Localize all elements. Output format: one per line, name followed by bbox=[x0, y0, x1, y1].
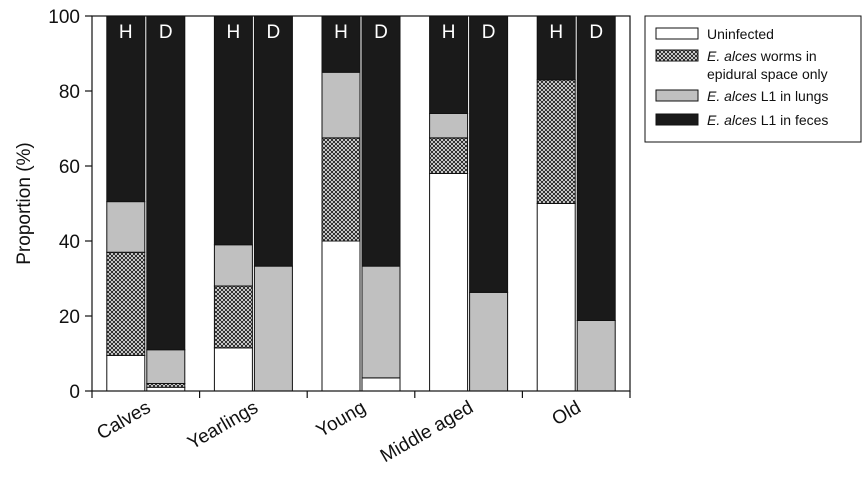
bar-segment-epidural bbox=[146, 383, 186, 388]
bar-segment-epidural bbox=[106, 251, 146, 356]
bar-segment-lungs bbox=[213, 244, 253, 287]
bar-segment-feces bbox=[321, 15, 361, 73]
bar-segment-feces bbox=[146, 15, 186, 351]
bar-label-D: D bbox=[267, 22, 281, 43]
legend-label-epidural: E. alces worms in bbox=[707, 48, 817, 64]
y-tick-label: 0 bbox=[69, 382, 80, 403]
bar-segment-lungs bbox=[253, 265, 293, 392]
bar-segment-lungs bbox=[429, 113, 469, 139]
bar-label-D: D bbox=[482, 22, 496, 43]
legend-label-lungs: E. alces L1 in lungs bbox=[707, 88, 828, 104]
plot-frame bbox=[91, 15, 631, 392]
bar-segment-feces bbox=[536, 15, 576, 81]
bar-label-D: D bbox=[374, 22, 388, 43]
bar-label-D: D bbox=[159, 22, 173, 43]
y-axis-title: Proportion (%) bbox=[14, 142, 35, 265]
bar-segment-feces bbox=[576, 15, 616, 321]
bar-segment-epidural bbox=[536, 79, 576, 204]
bar-segment-feces bbox=[213, 15, 253, 246]
bar-segment-lungs bbox=[106, 201, 146, 253]
bar-segment-epidural bbox=[321, 137, 361, 242]
bar-label-H: H bbox=[334, 22, 348, 43]
x-category-label: Middle aged bbox=[377, 397, 477, 467]
bar-segment-epidural bbox=[213, 285, 253, 349]
bar-segment-lungs bbox=[576, 320, 616, 392]
bar-segment-lungs bbox=[469, 291, 509, 392]
bar-segment-feces bbox=[253, 15, 293, 267]
bar-label-H: H bbox=[442, 22, 456, 43]
y-tick-label: 20 bbox=[59, 307, 80, 328]
bar-segment-feces bbox=[469, 15, 509, 293]
legend-swatch-uninfected bbox=[655, 27, 699, 40]
x-category-label: Calves bbox=[94, 397, 155, 444]
legend-swatch-epidural bbox=[655, 49, 699, 62]
bar-segment-lungs bbox=[146, 349, 186, 384]
bar-segment-uninfected bbox=[321, 240, 361, 392]
y-tick-label: 40 bbox=[59, 232, 80, 253]
y-tick-label: 60 bbox=[59, 157, 80, 178]
bar-label-H: H bbox=[227, 22, 241, 43]
bar-segment-uninfected bbox=[106, 354, 146, 392]
bar-segment-feces bbox=[361, 15, 401, 267]
bar-segment-uninfected bbox=[213, 347, 253, 392]
legend-swatch-lungs bbox=[655, 89, 699, 102]
y-tick-label: 80 bbox=[59, 82, 80, 103]
legend: Uninfected E. alces worms in epidural spac… bbox=[644, 15, 862, 143]
x-category-label: Old bbox=[549, 397, 585, 430]
bar-segment-uninfected bbox=[361, 377, 401, 392]
legend-label-feces: E. alces L1 in feces bbox=[707, 112, 828, 128]
legend-swatch-feces bbox=[655, 113, 699, 126]
bar-label-H: H bbox=[549, 22, 563, 43]
bar-segment-uninfected bbox=[429, 173, 469, 392]
legend-label-uninfected: Uninfected bbox=[707, 26, 774, 42]
bar-segment-uninfected bbox=[536, 203, 576, 392]
bar-label-D: D bbox=[589, 22, 603, 43]
bar-segment-feces bbox=[429, 15, 469, 114]
bar-segment-epidural bbox=[429, 137, 469, 174]
x-category-label: Young bbox=[313, 397, 370, 442]
bar-segment-lungs bbox=[321, 71, 361, 139]
bar-label-H: H bbox=[119, 22, 133, 43]
bar-segment-feces bbox=[106, 15, 146, 203]
x-category-label: Yearlings bbox=[184, 397, 262, 454]
y-tick-label: 100 bbox=[48, 7, 80, 28]
legend-label-epidural-line2: epidural space only bbox=[707, 66, 828, 82]
bar-segment-lungs bbox=[361, 265, 401, 379]
